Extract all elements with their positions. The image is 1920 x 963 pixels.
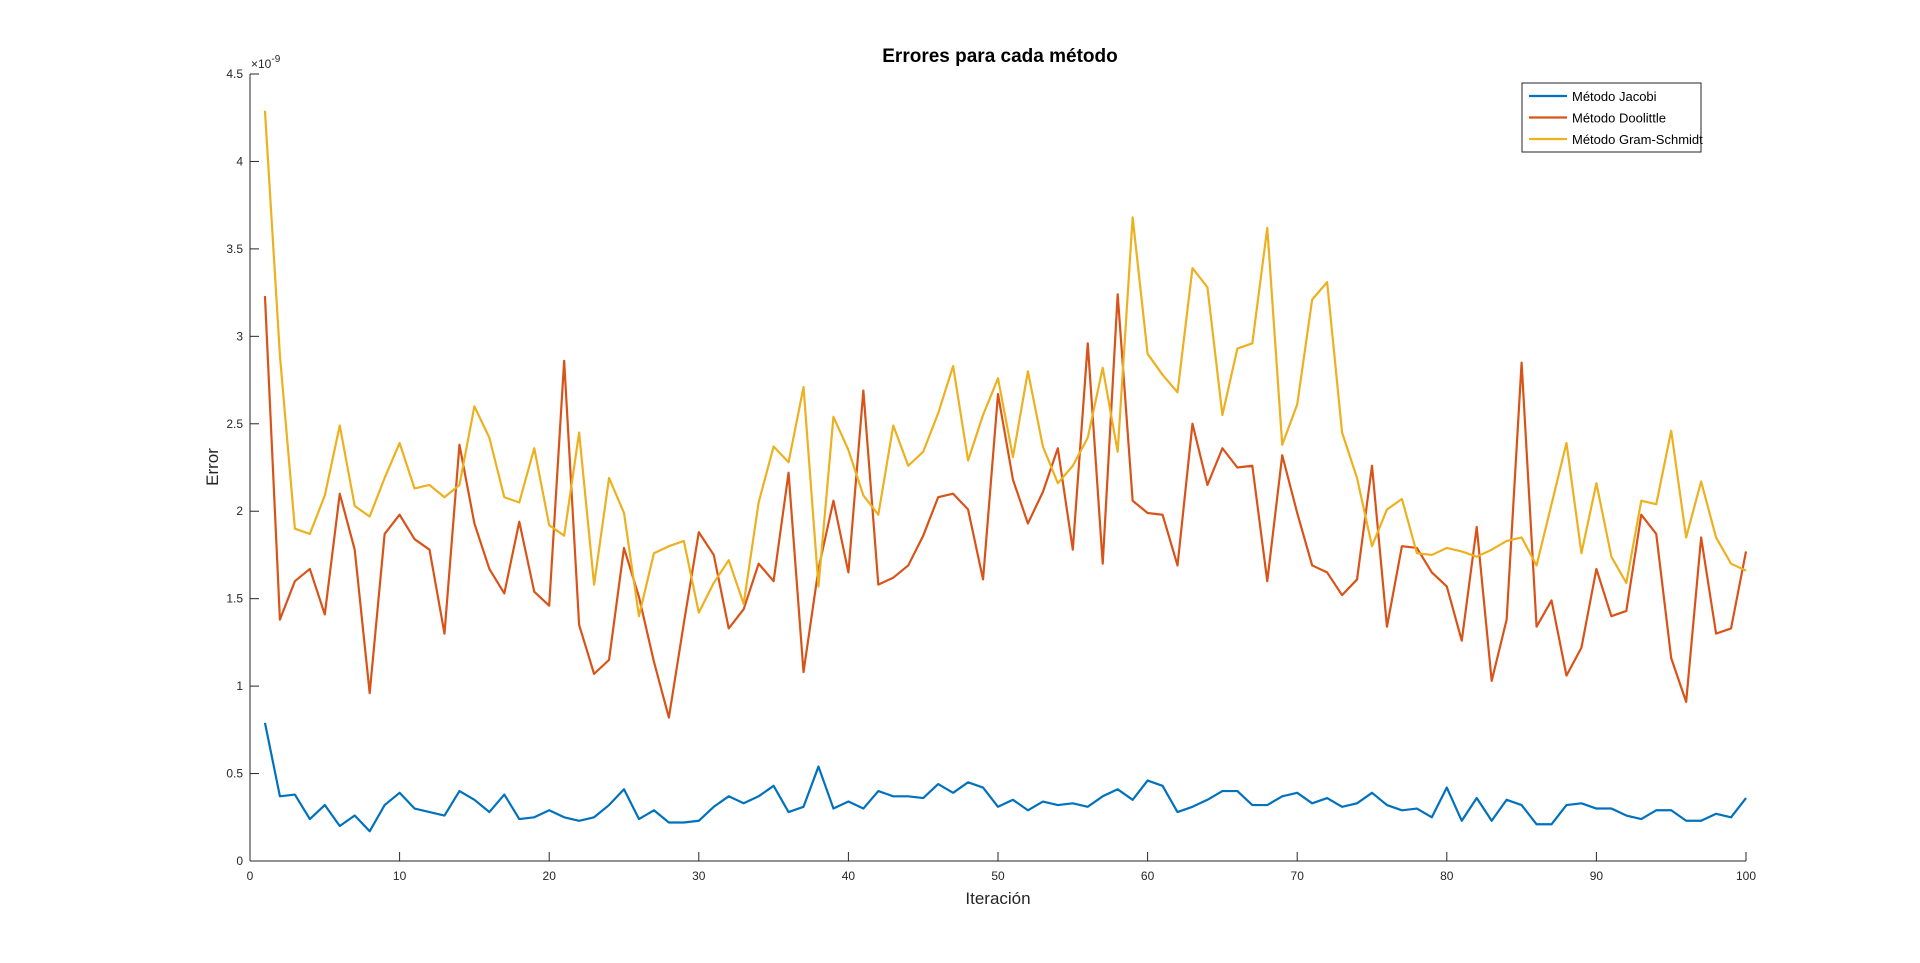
x-tick-label: 30 bbox=[692, 869, 706, 883]
legend-label-3: Método Gram-Schmidt bbox=[1572, 132, 1703, 147]
plot-area bbox=[250, 74, 1746, 861]
x-tick-label: 60 bbox=[1141, 869, 1155, 883]
legend-label-1: Método Jacobi bbox=[1572, 89, 1657, 104]
x-tick-label: 10 bbox=[393, 869, 407, 883]
series-line-3 bbox=[263, 110, 1747, 618]
y-exponent-base: ×10 bbox=[251, 57, 272, 71]
y-tick-label: 1.5 bbox=[226, 592, 243, 606]
legend: Método Jacobi Método Doolittle Método Gram… bbox=[1521, 82, 1703, 153]
y-tick-label: 0.5 bbox=[226, 767, 243, 781]
x-tick-label: 0 bbox=[247, 869, 254, 883]
y-tick-label: 2 bbox=[236, 504, 243, 518]
y-tick-label: 1 bbox=[236, 679, 243, 693]
x-tick-label: 80 bbox=[1440, 869, 1454, 883]
x-tick-label: 40 bbox=[842, 869, 856, 883]
y-axis-label: Error bbox=[203, 448, 222, 486]
series-line-2 bbox=[263, 293, 1748, 719]
series-layer bbox=[263, 110, 1748, 833]
axes: 0 10 20 30 40 50 60 70 80 90 100 0 0.5 1 1.5 2 2.5 3 3.5 4… bbox=[226, 67, 1756, 883]
x-tick-label: 100 bbox=[1736, 869, 1756, 883]
x-ticks: 0 10 20 30 40 50 60 70 80 90 100 bbox=[247, 852, 1756, 883]
y-tick-label: 4 bbox=[236, 154, 243, 168]
x-tick-label: 90 bbox=[1590, 869, 1604, 883]
y-tick-label: 4.5 bbox=[226, 67, 243, 81]
x-tick-label: 20 bbox=[543, 869, 557, 883]
y-exponent-power: -9 bbox=[271, 54, 280, 65]
y-tick-label: 0 bbox=[236, 854, 243, 868]
y-tick-label: 3 bbox=[236, 329, 243, 343]
x-tick-label: 50 bbox=[991, 869, 1005, 883]
x-tick-label: 70 bbox=[1291, 869, 1305, 883]
y-ticks: 0 0.5 1 1.5 2 2.5 3 3.5 4 4.5 bbox=[226, 67, 259, 868]
y-tick-label: 2.5 bbox=[226, 417, 243, 431]
y-tick-label: 3.5 bbox=[226, 242, 243, 256]
y-exponent-label: ×10-9 bbox=[251, 54, 281, 71]
series-line-1 bbox=[263, 722, 1747, 833]
x-axis-label: Iteración bbox=[965, 889, 1030, 908]
chart-title: Errores para cada método bbox=[882, 46, 1117, 67]
legend-label-2: Método Doolittle bbox=[1572, 111, 1666, 126]
